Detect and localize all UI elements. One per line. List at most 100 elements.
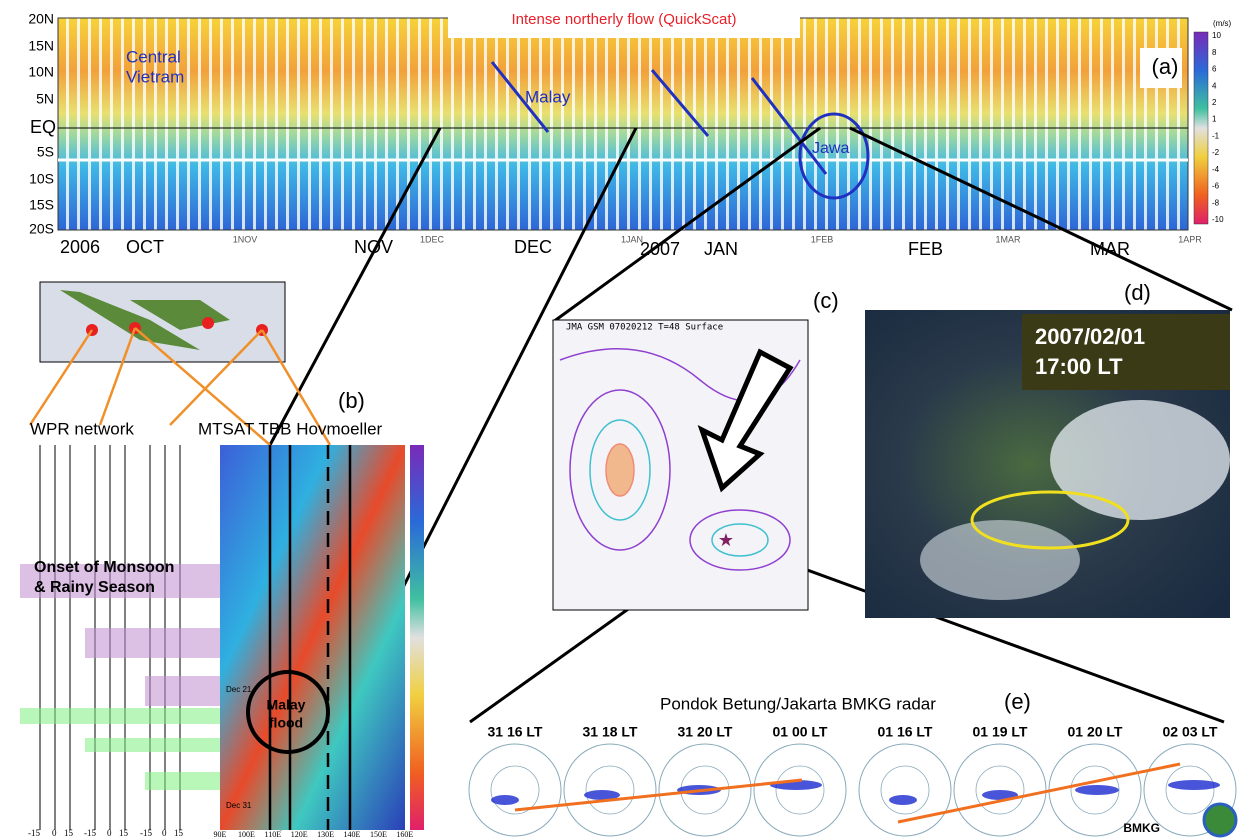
colorbar-tick: -10 bbox=[1212, 215, 1224, 224]
hov-lines bbox=[268, 445, 352, 830]
date-label: Dec 21 bbox=[226, 685, 252, 694]
lat-label: 20N bbox=[28, 11, 54, 27]
date-tick: 1DEC bbox=[420, 234, 445, 244]
echo bbox=[584, 790, 620, 800]
lat-label: 20S bbox=[29, 221, 54, 237]
panel-label: (b) bbox=[338, 388, 365, 413]
colorbar bbox=[410, 445, 424, 830]
time-label: 01 19 LT bbox=[973, 724, 1028, 740]
tick: 15 bbox=[119, 828, 129, 838]
colorbar-ticks: 10 8 6 4 2 1 -1 -2 -4 -6 -8 -10 bbox=[1212, 31, 1224, 224]
time-label: 01 16 LT bbox=[878, 724, 933, 740]
date-label: Dec 31 bbox=[226, 801, 252, 810]
flood-label: Malay bbox=[267, 697, 306, 713]
lon-tick: 120E bbox=[291, 830, 308, 839]
annotation: Jawa bbox=[812, 140, 849, 157]
onset-label: Onset of Monsoon bbox=[34, 559, 174, 576]
tbb-hovmoeller bbox=[220, 445, 405, 830]
month-label: FEB bbox=[908, 239, 943, 259]
unit: (m/s) bbox=[1213, 19, 1232, 28]
colorbar bbox=[1193, 31, 1209, 225]
colorbar-tick: -8 bbox=[1212, 198, 1220, 207]
onset-label: & Rainy Season bbox=[34, 579, 155, 596]
month-label: 2006 bbox=[60, 237, 100, 257]
lat-label: EQ bbox=[30, 117, 56, 137]
tick: 0 bbox=[107, 828, 112, 838]
radar-ring bbox=[975, 765, 1025, 815]
lon-tick: 90E bbox=[214, 830, 227, 839]
month-label: MAR bbox=[1090, 239, 1130, 259]
colorbar-tick: 4 bbox=[1212, 81, 1217, 90]
station-lines bbox=[28, 327, 332, 446]
lon-tick: 100E bbox=[238, 830, 255, 839]
tick: 0 bbox=[52, 828, 57, 838]
radar-ring bbox=[585, 765, 635, 815]
time-label: 01 00 LT bbox=[773, 724, 828, 740]
radar-panels: 31 16 LT 31 18 LT 31 20 LT 01 00 LT 01 16 LT… bbox=[468, 724, 1237, 837]
month-label: JAN bbox=[704, 239, 738, 259]
lat-label: 5N bbox=[36, 91, 54, 107]
time-label: 31 18 LT bbox=[583, 724, 638, 740]
colorbar-tick: 1 bbox=[1212, 115, 1217, 124]
month-label: NOV bbox=[354, 237, 393, 257]
date-tick: 1APR bbox=[1178, 234, 1202, 244]
lat-label: 5S bbox=[37, 144, 54, 160]
echo bbox=[491, 795, 519, 805]
echo bbox=[1075, 785, 1119, 795]
lat-label: 10N bbox=[28, 64, 54, 80]
tick: -15 bbox=[140, 828, 152, 838]
map-title: JMA GSM 07020212 T=48 Surface bbox=[566, 323, 723, 333]
colorbar-tick: 8 bbox=[1212, 48, 1217, 57]
tick: 15 bbox=[64, 828, 74, 838]
date-ticks: 1NOV 1DEC 1JAN 1FEB 1MAR 1APR bbox=[233, 234, 1203, 244]
annotation: Malay bbox=[525, 87, 571, 106]
month-label: DEC bbox=[514, 237, 552, 257]
data-gaps bbox=[58, 18, 1188, 230]
colorbar-tick: -2 bbox=[1212, 148, 1220, 157]
time-label: 31 20 LT bbox=[678, 724, 733, 740]
lon-tick: 130E bbox=[317, 830, 334, 839]
bands bbox=[20, 564, 220, 790]
lat-label: 15N bbox=[28, 38, 54, 54]
flow-arrows bbox=[490, 61, 828, 175]
flood-label: flood bbox=[269, 715, 303, 731]
lat-label: 10S bbox=[29, 171, 54, 187]
heading: MTSAT TBB Hovmoeller bbox=[198, 419, 383, 438]
clouds bbox=[1050, 400, 1230, 520]
caption: 17:00 LT bbox=[1035, 354, 1123, 379]
echo bbox=[889, 795, 917, 805]
heading: Pondok Betung/Jakarta BMKG radar bbox=[660, 694, 936, 713]
radar-ring bbox=[753, 743, 847, 837]
tick: -15 bbox=[84, 828, 96, 838]
colorbar-tick: -4 bbox=[1212, 165, 1220, 174]
star: ★ bbox=[718, 530, 734, 550]
month-labels: 2006 OCT NOV DEC 2007 JAN FEB MAR bbox=[60, 237, 1130, 259]
flood-circle bbox=[246, 670, 330, 754]
lat-labels: 20N 15N 10N 5N EQ 5S 10S 15S 20S bbox=[28, 11, 56, 237]
panel-label: (d) bbox=[1124, 280, 1151, 305]
trend-line bbox=[514, 778, 803, 812]
tick: -15 bbox=[28, 828, 40, 838]
time-label: 02 03 LT bbox=[1163, 724, 1218, 740]
radar-ring bbox=[880, 765, 930, 815]
month-label: OCT bbox=[126, 237, 164, 257]
tick: 15 bbox=[174, 828, 184, 838]
label-box bbox=[1140, 48, 1182, 88]
panel-label: (c) bbox=[813, 288, 839, 313]
lon-ticks: 90E 100E 110E 120E 130E 140E 150E 160E bbox=[214, 830, 414, 839]
colorbar-tick: -6 bbox=[1212, 182, 1220, 191]
logo bbox=[1202, 802, 1238, 838]
panel-label: (a) bbox=[1152, 54, 1179, 79]
radar-ring bbox=[1165, 765, 1215, 815]
radar-ring bbox=[775, 765, 825, 815]
colorbar-tick: 2 bbox=[1212, 98, 1217, 107]
wpr-ticks: -15 0 15 -15 0 15 -15 0 15 bbox=[28, 828, 184, 838]
land bbox=[60, 290, 230, 350]
lat-label: 15S bbox=[29, 197, 54, 213]
colorbar-tick: 6 bbox=[1212, 65, 1217, 74]
logo-text: BMKG bbox=[1123, 821, 1160, 835]
lon-tick: 160E bbox=[396, 830, 413, 839]
colorbar-tick: 10 bbox=[1212, 31, 1221, 40]
caption: 2007/02/01 bbox=[1035, 324, 1145, 349]
